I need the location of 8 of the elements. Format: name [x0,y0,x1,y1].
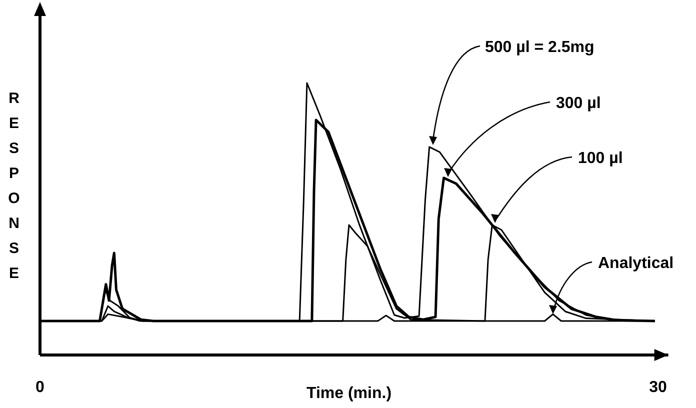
text: 300 µl [556,95,601,112]
y-axis-title: RESPONSE [8,90,20,282]
x-tick-label: 30 [649,379,667,396]
x-tick-label: 0 [36,379,45,396]
x-axis-title: Time (min.) [306,385,392,402]
text: 500 µl = 2.5mg [485,39,594,56]
text: Analytical [598,255,674,272]
text: 100 µl [578,150,623,167]
